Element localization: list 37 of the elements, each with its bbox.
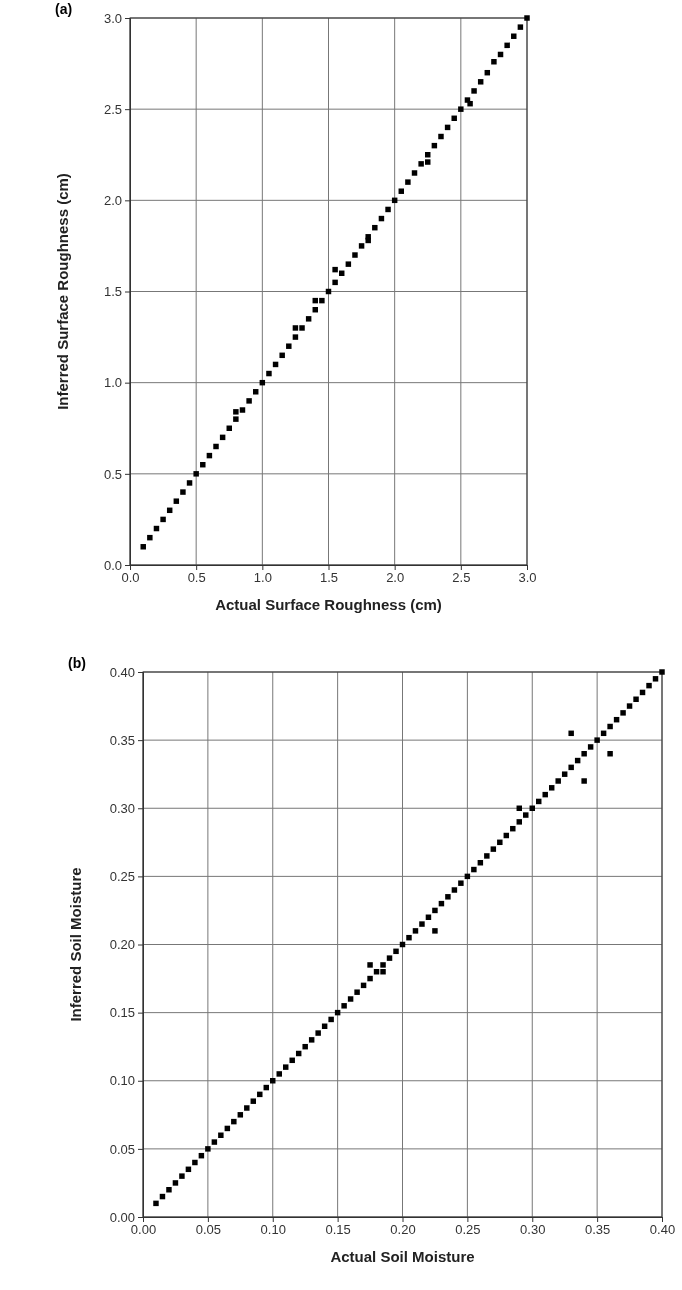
x-tick-label: 1.0 [253, 570, 272, 586]
x-tick-label: 0.25 [455, 1222, 481, 1238]
y-tick-label: 3.0 [103, 10, 122, 26]
chart-title: (a) [55, 1, 73, 17]
y-tick-label: 2.5 [103, 101, 122, 117]
x-tick-label: 1.5 [319, 570, 339, 586]
chart-title: (b) [68, 655, 86, 671]
x-tick-label: 0.10 [260, 1222, 286, 1238]
y-tick-label: 0.05 [109, 1141, 135, 1157]
x-tick-label: 0.20 [390, 1222, 416, 1238]
y-tick-label: 0.20 [109, 937, 135, 953]
y-tick-label: 0.00 [109, 1209, 135, 1225]
y-axis-title: Inferred Soil Moisture [67, 867, 84, 1022]
y-axis-title: Inferred Surface Roughness (cm) [54, 173, 71, 410]
x-tick-label: 2.0 [386, 570, 405, 586]
y-tick-label: 0.0 [103, 557, 122, 573]
y-tick-label: 1.5 [103, 284, 122, 300]
y-tick-label: 0.35 [109, 732, 135, 748]
y-tick-label: 2.0 [103, 192, 122, 208]
y-tick-label: 0.5 [103, 466, 122, 482]
x-axis-title: Actual Soil Moisture [330, 1248, 475, 1265]
y-tick-label: 1.0 [103, 375, 122, 391]
x-tick-label: 0.30 [520, 1222, 546, 1238]
x-tick-label: 0.00 [130, 1222, 157, 1238]
x-axis-title: Actual Surface Roughness (cm) [215, 596, 442, 613]
y-tick-label: 0.15 [109, 1005, 135, 1021]
y-tick-label: 0.40 [109, 664, 135, 680]
y-tick-label: 0.25 [109, 869, 135, 885]
x-tick-label: 0.40 [649, 1222, 676, 1238]
y-tick-label: 0.10 [109, 1073, 135, 1089]
x-tick-label: 0.15 [325, 1222, 351, 1238]
y-tick-label: 0.30 [109, 800, 135, 816]
x-tick-label: 0.5 [187, 570, 206, 586]
x-tick-label: 0.35 [584, 1222, 611, 1238]
x-tick-label: 0.05 [195, 1222, 222, 1238]
x-tick-label: 3.0 [518, 570, 537, 586]
x-tick-label: 2.5 [452, 570, 471, 586]
